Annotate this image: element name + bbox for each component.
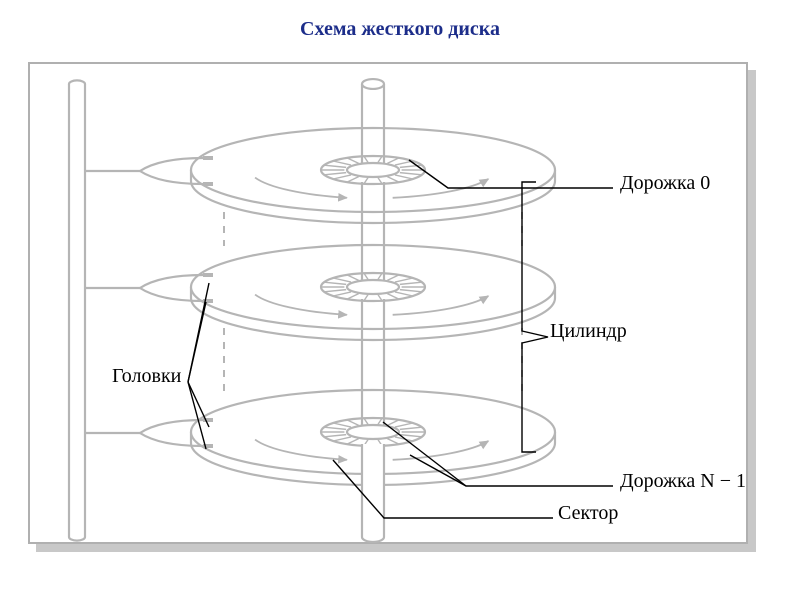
- diagram-title: Схема жесткого диска: [0, 18, 800, 41]
- label-sector: Сектор: [558, 502, 618, 525]
- title-text: Схема жесткого диска: [300, 18, 500, 40]
- label-track0: Дорожка 0: [620, 172, 710, 195]
- label-trackN: Дорожка N − 1: [620, 470, 746, 493]
- label-heads: Головки: [112, 365, 181, 388]
- label-cylinder: Цилиндр: [550, 320, 627, 343]
